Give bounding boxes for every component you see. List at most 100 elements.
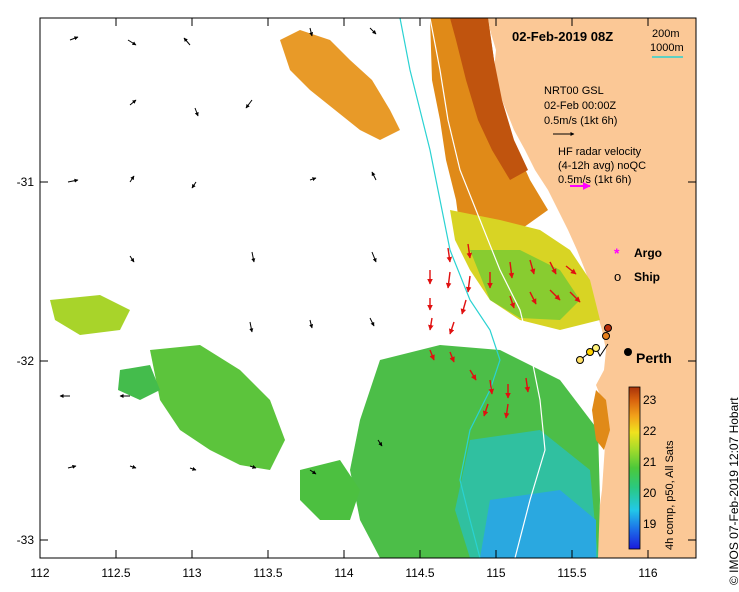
perth-marker: [624, 348, 632, 356]
model-arrow: [67, 464, 77, 469]
model-arrow: [309, 319, 314, 329]
radar-arrow: [448, 321, 455, 335]
x-tick-label: 114.5: [405, 566, 434, 580]
y-tick-labels: -31 -32 -33: [17, 175, 35, 547]
ship-marker: [602, 332, 610, 340]
model-arrow: [369, 317, 375, 327]
model-arrow: [127, 39, 137, 46]
radar-arrow: [429, 349, 435, 361]
model-label-line3: 0.5m/s (1kt 6h): [544, 115, 617, 127]
x-tick-label: 113.5: [253, 566, 282, 580]
x-tick-label: 115.5: [557, 566, 586, 580]
colorbar-tick: 23: [643, 393, 657, 407]
radar-arrow: [465, 275, 472, 293]
contour-legend-1000m: 1000m: [650, 42, 684, 54]
colorbar-ticks: 23 22 21 20 19: [643, 393, 657, 531]
model-arrow: [69, 36, 79, 41]
contour-legend-200m: 200m: [652, 28, 680, 40]
ship-marker: [592, 344, 600, 352]
radar-arrow: [466, 243, 473, 259]
radar-arrow: [549, 261, 557, 275]
radar-arrow: [508, 261, 515, 279]
model-arrow: [191, 181, 197, 189]
x-tick-label: 115: [486, 566, 505, 580]
radar-arrow: [509, 295, 516, 309]
colorbar-tick: 19: [643, 517, 657, 531]
sst-patch-south-blue: [480, 490, 596, 558]
colorbar: [628, 386, 641, 550]
radar-arrow: [428, 317, 434, 331]
model-arrow: [189, 466, 197, 471]
model-arrow: [183, 37, 191, 46]
model-arrow: [309, 27, 314, 37]
ship-marker: [576, 356, 584, 364]
model-arrow: [251, 251, 256, 263]
model-arrow: [377, 439, 383, 447]
radar-arrow: [524, 377, 531, 393]
model-arrow: [249, 464, 257, 469]
ship-marker: [586, 348, 594, 356]
model-arrow: [129, 175, 135, 183]
y-tick-label: -33: [17, 533, 35, 547]
radar-arrow: [488, 379, 495, 395]
radar-arrow: [569, 291, 581, 303]
colorbar-tick: 21: [643, 455, 657, 469]
contour-200m: [429, 18, 546, 558]
model-arrow: [129, 464, 137, 469]
radar-velocity-arrows: [427, 243, 581, 419]
model-arrow: [129, 255, 135, 263]
ship-marker: [604, 324, 612, 332]
model-current-arrows: [59, 27, 383, 475]
colorbar-tick: 20: [643, 486, 657, 500]
colorbar-caption: 4h comp, p50, All Sats: [664, 440, 676, 550]
y-axis: [40, 181, 696, 541]
radar-arrow: [460, 299, 467, 315]
radar-arrow: [449, 351, 455, 363]
ship-legend-label: Ship: [634, 270, 660, 284]
model-label-line1: NRT00 GSL: [544, 85, 604, 97]
plot-frame: [39, 17, 697, 559]
sst-patch-small-west: [118, 365, 160, 400]
ship-tracks: [576, 324, 612, 364]
model-arrow: [249, 321, 254, 333]
perth-label: Perth: [636, 350, 672, 366]
sst-patch-inshore-hot: [450, 18, 528, 180]
model-label-line2: 02-Feb 00:00Z: [544, 100, 616, 112]
x-tick-label: 112.5: [101, 566, 130, 580]
model-arrow: [369, 27, 377, 35]
model-arrow: [67, 178, 79, 183]
model-arrow: [194, 107, 199, 117]
y-tick-label: -31: [17, 175, 35, 189]
colorbar-tick: 22: [643, 424, 657, 438]
radar-arrow: [529, 291, 537, 305]
radar-arrow: [503, 403, 510, 419]
contour-1000m: [399, 18, 501, 558]
model-arrow: [309, 469, 317, 475]
radar-label-line2: (4-12h avg) noQC: [558, 160, 646, 172]
model-arrow: [371, 251, 377, 263]
radar-arrow: [445, 271, 452, 289]
radar-arrow: [469, 369, 477, 381]
x-tick-label: 114: [334, 566, 353, 580]
sst-patch-north-warm: [280, 30, 400, 140]
model-arrow: [309, 177, 317, 182]
radar-arrow: [565, 265, 577, 275]
radar-arrow: [549, 289, 561, 301]
model-arrow: [129, 99, 137, 106]
argo-legend-label: Argo: [634, 246, 662, 260]
sst-patch-sw-green: [300, 460, 360, 520]
radar-label-line1: HF radar velocity: [558, 146, 642, 158]
x-tick-label: 112: [30, 566, 49, 580]
ship-legend-symbol: o: [614, 269, 621, 284]
sst-patch-west-green: [150, 345, 285, 470]
sst-patch-west-yellow: [50, 295, 130, 335]
radar-arrow: [482, 403, 489, 417]
radar-arrow: [529, 259, 536, 275]
x-axis: [39, 18, 649, 558]
model-arrow: [371, 171, 377, 181]
x-tick-label: 113: [182, 566, 201, 580]
radar-label-line3: 0.5m/s (1kt 6h): [558, 174, 631, 186]
credit-text: © IMOS 07-Feb-2019 12:07 Hobart: [727, 397, 739, 585]
sst-patch-coastal-orange: [592, 390, 610, 450]
